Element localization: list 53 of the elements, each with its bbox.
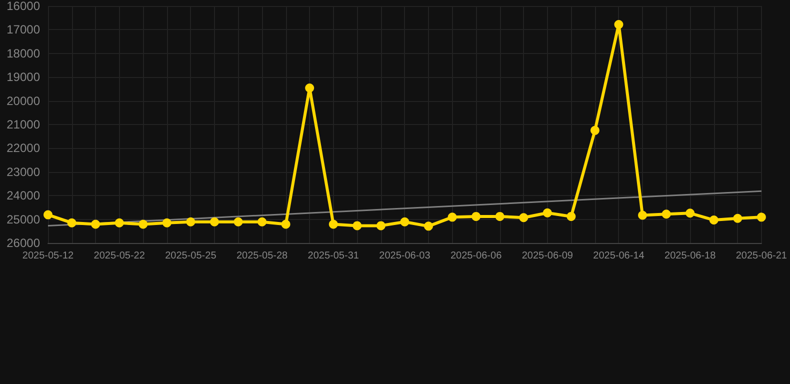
- point: [258, 217, 267, 226]
- point: [519, 213, 528, 222]
- point: [756, 212, 766, 222]
- point: [234, 217, 243, 226]
- x-tick-label: 2025-06-06: [450, 250, 502, 262]
- y-tick-label: 26000: [6, 236, 40, 250]
- point: [210, 217, 219, 226]
- point: [67, 218, 76, 228]
- x-tick-label: 2025-06-03: [379, 250, 431, 262]
- point: [424, 222, 433, 231]
- x-tick-label: 2025-05-25: [165, 250, 217, 262]
- point: [733, 214, 742, 223]
- point: [662, 210, 671, 219]
- point: [376, 221, 386, 230]
- point: [686, 208, 695, 218]
- point: [495, 212, 504, 221]
- x-tick-label: 2025-06-09: [522, 250, 574, 262]
- point: [44, 210, 52, 220]
- y-tick-label: 21000: [6, 118, 40, 132]
- y-tick-label: 24000: [6, 188, 40, 203]
- point: [614, 20, 624, 29]
- point: [305, 84, 314, 92]
- y-tick-label: 22000: [6, 141, 40, 156]
- point: [400, 217, 410, 226]
- x-tick-label: 2025-06-18: [664, 250, 716, 262]
- point: [590, 126, 600, 135]
- point: [281, 220, 290, 229]
- point: [114, 218, 124, 228]
- point: [709, 216, 718, 225]
- point: [352, 221, 362, 230]
- x-tick-label: 2025-05-22: [94, 250, 146, 262]
- y-tick-label: 17000: [6, 22, 40, 37]
- point: [542, 208, 552, 218]
- point: [472, 212, 481, 221]
- y-tick-label: 20000: [6, 94, 40, 108]
- x-tick-label: 2025-05-12: [22, 250, 74, 262]
- y-tick-label: 18000: [6, 46, 40, 60]
- point: [328, 220, 338, 229]
- point: [162, 218, 172, 228]
- point: [91, 220, 100, 229]
- y-tick-label: 16000: [6, 0, 40, 13]
- point: [448, 212, 457, 222]
- x-tick-label: 2025-06-21: [736, 250, 788, 262]
- point: [566, 212, 576, 221]
- point: [638, 210, 648, 220]
- y-tick-label: 19000: [6, 70, 40, 84]
- x-tick-label: 2025-05-28: [236, 250, 288, 262]
- x-tick-label: 2025-06-14: [593, 250, 645, 262]
- y-tick-label: 25000: [6, 212, 40, 226]
- y-tick-label: 23000: [6, 164, 40, 179]
- x-tick-label: 2025-05-31: [308, 250, 360, 262]
- point: [186, 217, 196, 226]
- point: [138, 220, 148, 229]
